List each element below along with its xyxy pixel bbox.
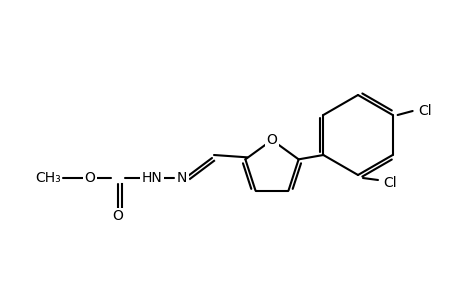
- Text: O: O: [84, 171, 95, 185]
- Text: CH₃: CH₃: [35, 171, 61, 185]
- Text: Cl: Cl: [417, 104, 431, 118]
- Text: HN: HN: [141, 171, 162, 185]
- Text: Cl: Cl: [382, 176, 396, 190]
- Text: N: N: [176, 171, 187, 185]
- Text: O: O: [112, 209, 123, 223]
- Text: O: O: [266, 133, 277, 147]
